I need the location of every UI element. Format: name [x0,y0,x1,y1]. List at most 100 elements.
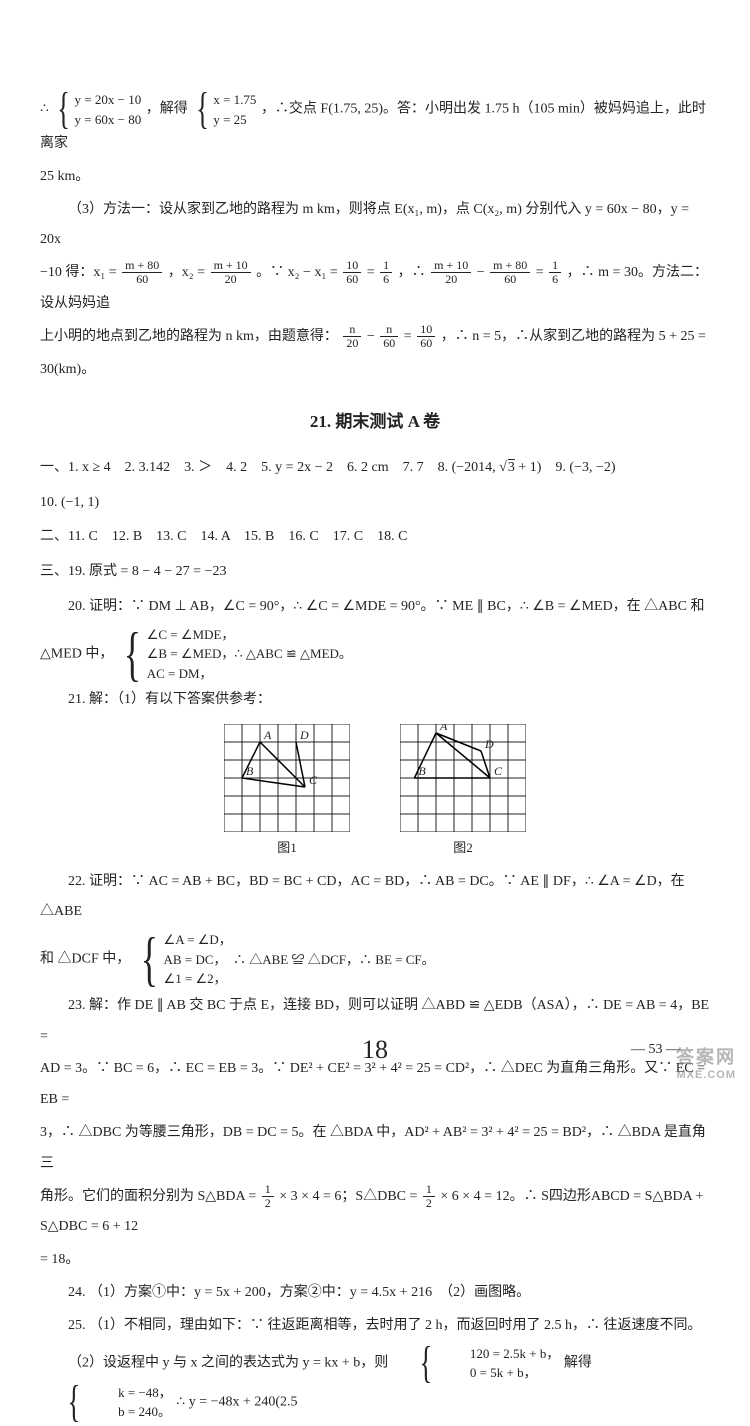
q24: 24. （1）方案①中：y = 5x + 200，方案②中：y = 4.5x +… [40,1278,710,1309]
brace-left-icon: { [51,1387,80,1418]
page-number-handwritten: 18 [362,1021,388,1078]
sys2-line1: x = 1.75 [213,90,256,110]
text: 解得 [564,1355,592,1370]
text: ，∴ n = 5，∴从家到乙地的路程为 5 + 25 = [441,329,706,344]
frac: 16 [380,259,392,286]
svg-text:C: C [309,773,318,787]
sys-line: 0 = 5k + b， [442,1363,559,1383]
figure-2: ABCD [400,724,526,832]
q25-l2: （2）设返程中 y 与 x 之间的表达式为 y = kx + b，则 { 120… [40,1344,710,1422]
p3c: 上小明的地点到乙地的路程为 n km，由题意得： n20 − n60 = 106… [40,322,710,353]
q23-l3: 3，∴ △DBC 为等腰三角形，DB = DC = 5。在 △BDA 中，AD²… [40,1118,710,1180]
watermark: 答案网 MXE.COM [676,1047,736,1082]
text: = [404,329,415,344]
svg-text:D: D [299,728,309,742]
watermark-main: 答案网 [676,1047,736,1069]
b-line: AB = DC， ∴ △ABE ≌ △DCF，∴ BE = CF。 [164,950,435,970]
q23-l4: 角形。它们的面积分别为 S△BDA = 12 × 3 × 4 = 6；S△DBC… [40,1182,710,1244]
q23-l5: = 18。 [40,1245,710,1276]
figure-1: A B C D [224,724,350,832]
text: 角形。它们的面积分别为 S△BDA = [40,1189,260,1204]
q21: 21. 解：（1）有以下答案供参考： [40,685,710,716]
text: 一、1. x ≥ 4 2. 3.142 3. ＞ 4. 2 5. y = 2x … [40,460,499,475]
sys-line: 120 = 2.5k + b， [442,1344,559,1364]
system-1: { y = 20x − 10 y = 60x − 80 [53,90,141,129]
svg-text:A: A [263,728,272,742]
figure-2-block: ABCD 图2 [400,724,526,863]
b-line: AC = DM， [147,664,352,684]
frac: n20 [343,323,361,350]
text: − [367,329,378,344]
watermark-sub: MXE.COM [676,1069,736,1082]
sys1-line2: y = 60x − 80 [75,110,142,130]
brace-q22: { ∠A = ∠D， AB = DC， ∴ △ABE ≌ △DCF，∴ BE =… [135,930,435,989]
therefore: ∴ [40,102,49,117]
frac: 12 [262,1183,274,1210]
pre-eq-line: ∴ { y = 20x − 10 y = 60x − 80 ，解得 { x = … [40,90,710,160]
b-line: ∠B = ∠MED，∴ △ABC ≌ △MED。 [147,644,352,664]
text: −10 得：x₁ = [40,265,117,280]
sys-line: b = 240。 [90,1402,172,1422]
text: △MED 中， [40,646,113,661]
text: ，∴ [398,265,426,280]
p3d: 30(km)。 [40,355,710,386]
brace-left-icon: { [140,938,157,980]
text: ，x₂ = [168,265,205,280]
brace-left-icon: { [403,1348,432,1379]
sys-q25-1: { 120 = 2.5k + b， 0 = 5k + b， [393,1344,560,1383]
q19: 三、19. 原式 = 8 − 4 − 27 = −23 [40,557,710,588]
text: = [536,265,547,280]
sqrt3: 3 [507,460,515,475]
figures-row: ABCD 图1 ABCD 图2 [40,724,710,863]
frac: 12 [423,1183,435,1210]
text: = [367,265,378,280]
svg-text:D: D [484,737,494,751]
pre-line2: 25 km。 [40,162,710,193]
sectA-line2: 10. (−1, 1) [40,488,710,519]
b-line: ∠C = ∠MDE， [147,625,352,645]
system-2: { x = 1.75 y = 25 [192,90,256,129]
text: × 3 × 4 = 6；S△DBC = [279,1189,421,1204]
brace-left-icon: { [58,94,71,125]
q25-l1: 25. （1）不相同，理由如下：∵ 往返距离相等，去时用了 2 h，而返回时用了… [40,1311,710,1342]
text: + 1) 9. (−3, −2) [515,460,616,475]
text: − [477,265,488,280]
svg-text:C: C [494,764,503,778]
brace-left-icon: { [124,633,141,675]
sectA-line1: 一、1. x ≥ 4 2. 3.142 3. ＞ 4. 2 5. y = 2x … [40,453,710,484]
frac: 16 [549,259,561,286]
q22-l1: 22. 证明：∵ AC = AB + BC，BD = BC + CD，AC = … [40,867,710,929]
q22-l2: 和 △DCF 中， { ∠A = ∠D， AB = DC， ∴ △ABE ≌ △… [40,930,710,989]
frac: 1060 [343,259,361,286]
brace-q20: { ∠C = ∠MDE， ∠B = ∠MED，∴ △ABC ≌ △MED。 AC… [118,625,352,684]
frac: m + 8060 [122,259,162,286]
b-line: ∠A = ∠D， [164,930,435,950]
frac: n60 [380,323,398,350]
text: 上小明的地点到乙地的路程为 n km，由题意得： [40,329,338,344]
svg-text:A: A [439,724,448,733]
fig2-caption: 图2 [400,834,526,863]
brace-left-icon: { [196,94,209,125]
sys-line: k = −48， [90,1383,172,1403]
p3a: （3）方法一：设从家到乙地的路程为 m km，则将点 E(x₁, m)，点 C(… [40,195,710,257]
frac: m + 8060 [490,259,530,286]
sys-q25-2: { k = −48， b = 240。 [41,1383,172,1422]
frac: m + 1020 [211,259,251,286]
page-number-print: — 53 — [631,1035,680,1066]
figure-1-block: A B C D 图1 [224,724,350,863]
q20-l1: 20. 证明：∵ DM ⊥ AB，∠C = 90°，∴ ∠C = ∠MDE = … [40,592,710,623]
text: 和 △DCF 中， [40,952,130,967]
text: ，解得 [146,102,188,117]
text: 。∵ x₂ − x₁ = [256,265,338,280]
q20-l2: △MED 中， { ∠C = ∠MDE， ∠B = ∠MED，∴ △ABC ≌ … [40,625,710,684]
sys1-line1: y = 20x − 10 [75,90,142,110]
b-line: ∠1 = ∠2， [164,969,435,989]
frac: 1060 [417,323,435,350]
svg-text:B: B [246,764,254,778]
p3b: −10 得：x₁ = m + 8060 ，x₂ = m + 1020 。∵ x₂… [40,258,710,320]
sys2-line2: y = 25 [213,110,256,130]
text: ∴ y = −48x + 240(2.5 [176,1394,297,1409]
fig1-caption: 图1 [224,834,350,863]
frac: m + 1020 [431,259,471,286]
sectB: 二、11. C 12. B 13. C 14. A 15. B 16. C 17… [40,522,710,553]
